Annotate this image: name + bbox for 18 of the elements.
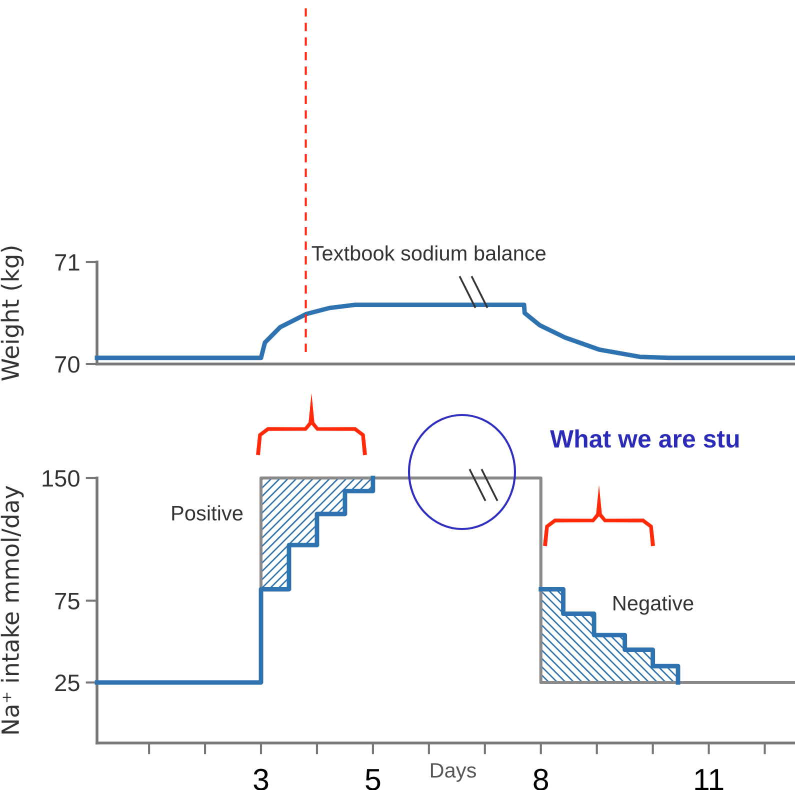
y-axis-title: Na⁺ intake mmol/day bbox=[0, 486, 24, 734]
x-tick-label: 8 bbox=[534, 768, 548, 790]
y-tick-label: 70 bbox=[55, 356, 80, 373]
y-tick-label: 75 bbox=[55, 592, 80, 610]
y-tick-label: 25 bbox=[55, 674, 80, 692]
x-tick-label: 3 bbox=[254, 768, 268, 790]
x-axis-title: Days bbox=[430, 763, 476, 782]
y-tick-label: 150 bbox=[42, 470, 80, 487]
ref-line-label: Textbook sodium balance bbox=[312, 245, 546, 261]
text: What we are stu bbox=[550, 429, 739, 448]
y-axis-title: Weight (kg) bbox=[0, 246, 24, 381]
annotation: Negative bbox=[614, 595, 694, 615]
y-tick-label: 71 bbox=[55, 254, 80, 271]
line-series bbox=[94, 476, 376, 685]
annotation: Positive bbox=[172, 505, 243, 521]
x-tick-label: 11 bbox=[695, 769, 724, 790]
line-series bbox=[94, 302, 795, 360]
x-tick-label: 5 bbox=[366, 769, 380, 790]
